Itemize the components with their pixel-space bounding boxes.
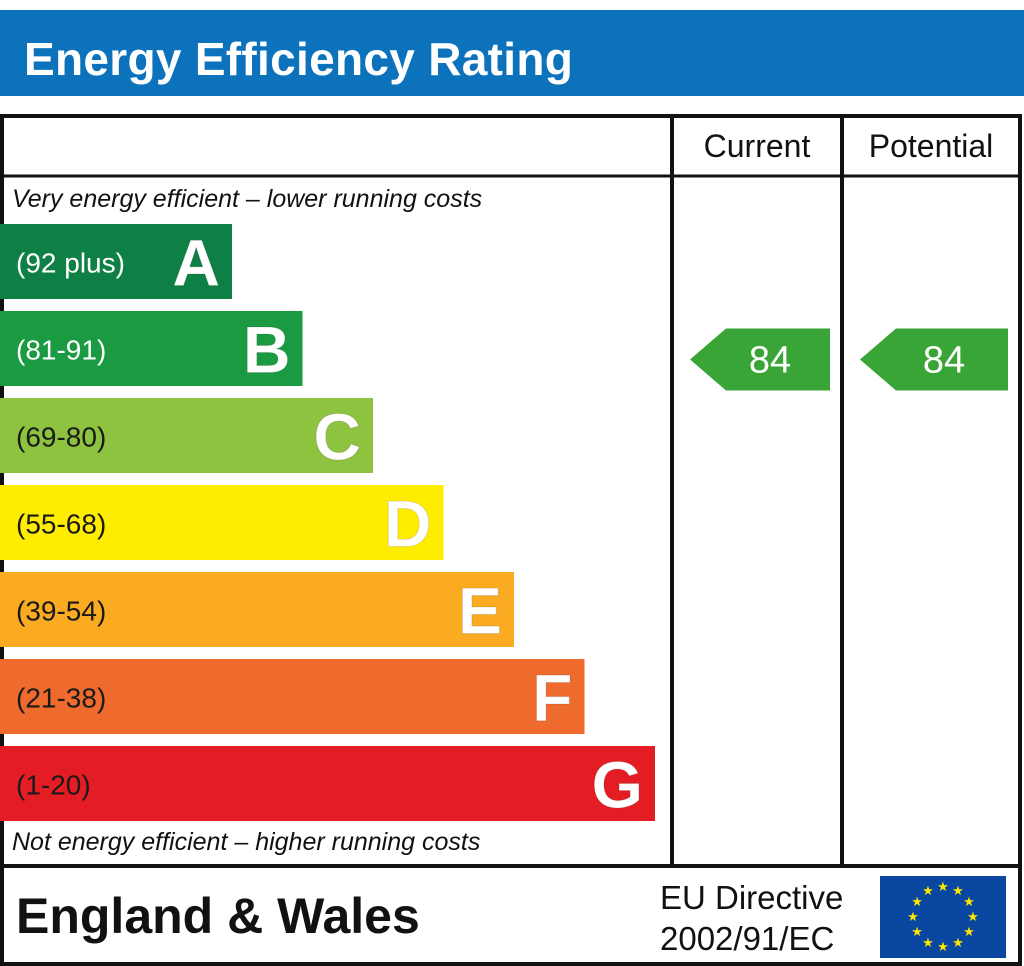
band-f-letter: F [532,661,572,735]
eu-flag-star-icon: ★ [952,884,964,899]
band-c-range: (69-80) [16,422,106,453]
band-e-range: (39-54) [16,596,106,627]
top-caption: Very energy efficient – lower running co… [12,185,482,213]
current-rating-value: 84 [749,340,791,382]
eu-flag-star-icon: ★ [963,895,975,910]
band-d-bar [0,485,444,560]
eu-flag-star-icon: ★ [922,884,934,899]
eu-directive-label: EU Directive [660,879,843,916]
band-d-letter: D [384,487,432,561]
eu-flag-star-icon: ★ [952,936,964,951]
band-d-range: (55-68) [16,509,106,540]
band-e-bar [0,572,514,647]
band-a-range: (92 plus) [16,248,125,279]
band-g-range: (1-20) [16,770,91,801]
eu-flag-star-icon: ★ [911,895,923,910]
eu-flag-star-icon: ★ [922,936,934,951]
eu-flag-icon [880,876,1006,958]
footer-region: England & Wales [16,888,420,944]
eu-flag-star-icon: ★ [911,925,923,940]
column-header-potential: Potential [869,128,994,164]
band-f-bar [0,659,585,734]
bottom-caption: Not energy efficient – higher running co… [12,828,480,856]
eu-directive-number: 2002/91/EC [660,920,834,957]
band-a-bar [0,224,232,299]
band-b-letter: B [243,313,291,387]
band-c-letter: C [313,400,361,474]
title-bar: Energy Efficiency Rating [0,10,1024,96]
band-b-bar [0,311,303,386]
potential-rating-arrow [860,328,1008,391]
eu-flag-star-icon: ★ [937,880,949,895]
eu-flag-star-icon: ★ [963,925,975,940]
page-title: Energy Efficiency Rating [24,33,574,85]
band-g-letter: G [592,748,643,822]
band-a-letter: A [172,226,220,300]
band-b-range: (81-91) [16,335,106,366]
eu-flag-star-icon: ★ [907,910,919,925]
band-f-range: (21-38) [16,683,106,714]
band-e-letter: E [458,574,502,648]
eu-flag-star-icon: ★ [937,940,949,955]
current-rating-arrow [690,328,830,391]
potential-rating-value: 84 [923,340,965,382]
band-g-bar [0,746,655,821]
eu-flag-star-icon: ★ [967,910,979,925]
column-header-current: Current [704,128,811,164]
band-c-bar [0,398,373,473]
